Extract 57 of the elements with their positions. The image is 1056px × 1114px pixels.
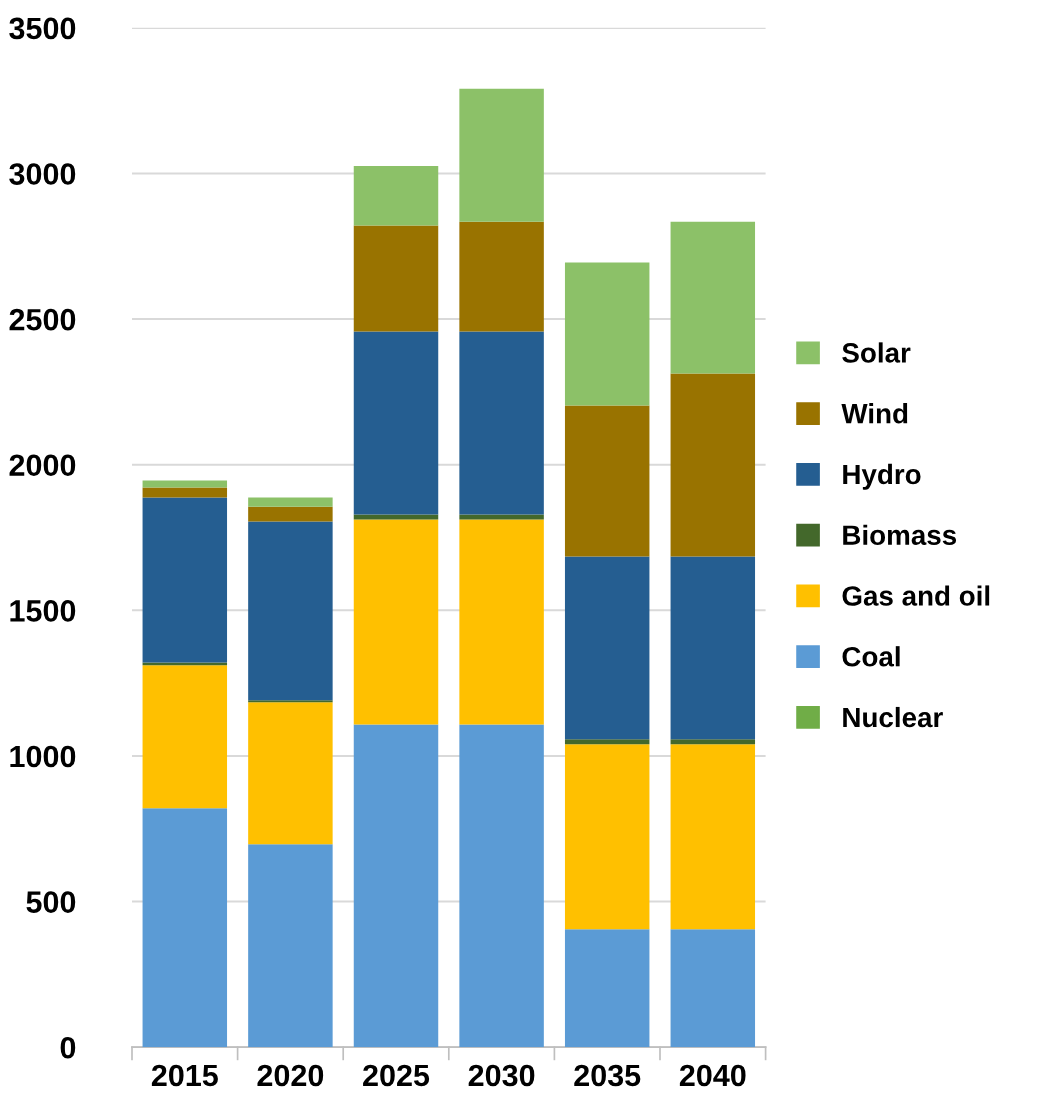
- bar: [353, 514, 439, 520]
- bar: [248, 702, 333, 845]
- legend-label: Solar: [842, 342, 911, 363]
- bar: [248, 700, 333, 703]
- bar: [353, 331, 439, 515]
- bar: [142, 808, 228, 1048]
- y-tick-label: 3500: [9, 17, 76, 40]
- bar: [353, 724, 439, 1048]
- bar: [564, 929, 650, 1048]
- bar: [142, 480, 228, 488]
- bar: [459, 514, 544, 520]
- y-tick-label: 1000: [10, 745, 76, 768]
- bar: [142, 662, 228, 666]
- bar: [459, 88, 544, 222]
- bar: [353, 165, 439, 226]
- legend-label: Hydro: [843, 463, 921, 490]
- x-tick-label: 2035: [574, 1064, 641, 1087]
- y-tick-label: 1500: [10, 600, 76, 622]
- bar: [142, 665, 228, 809]
- x-tick-label: 2025: [363, 1064, 430, 1087]
- legend-label: Gas and oil: [842, 585, 990, 606]
- legend-label: Coal: [842, 646, 900, 667]
- bar: [142, 497, 228, 663]
- bar: [459, 519, 544, 725]
- bar: [670, 739, 756, 745]
- bar: [353, 519, 439, 725]
- x-tick-label: 2040: [679, 1064, 746, 1087]
- bar: [670, 221, 756, 374]
- bar: [459, 331, 544, 515]
- bar: [248, 844, 333, 1048]
- bar: [670, 373, 756, 557]
- bar: [459, 724, 544, 1048]
- bar: [248, 506, 333, 522]
- x-tick-label: 2030: [468, 1064, 535, 1087]
- bar: [142, 487, 228, 498]
- bar: [670, 929, 756, 1048]
- y-tick-label: 3000: [9, 163, 76, 185]
- y-tick-label: 0: [60, 1036, 76, 1059]
- bar: [353, 225, 439, 332]
- bar: [564, 739, 650, 745]
- x-tick-label: 2015: [151, 1064, 218, 1087]
- bar: [564, 405, 650, 557]
- x-tick-label: 2020: [257, 1064, 324, 1087]
- bar: [248, 521, 333, 701]
- bar: [670, 744, 756, 930]
- y-tick-label: 500: [26, 891, 76, 913]
- bar: [459, 221, 544, 332]
- bar: [670, 556, 756, 740]
- legend-label: Biomass: [843, 524, 957, 546]
- legend-label: Wind: [841, 403, 908, 424]
- y-tick-label: 2000: [9, 454, 76, 477]
- y-tick-label: 2500: [9, 308, 76, 331]
- bar: [248, 497, 333, 507]
- legend-label: Nuclear: [843, 706, 943, 728]
- bar: [564, 556, 650, 740]
- bar: [564, 262, 650, 406]
- bar: [564, 744, 650, 930]
